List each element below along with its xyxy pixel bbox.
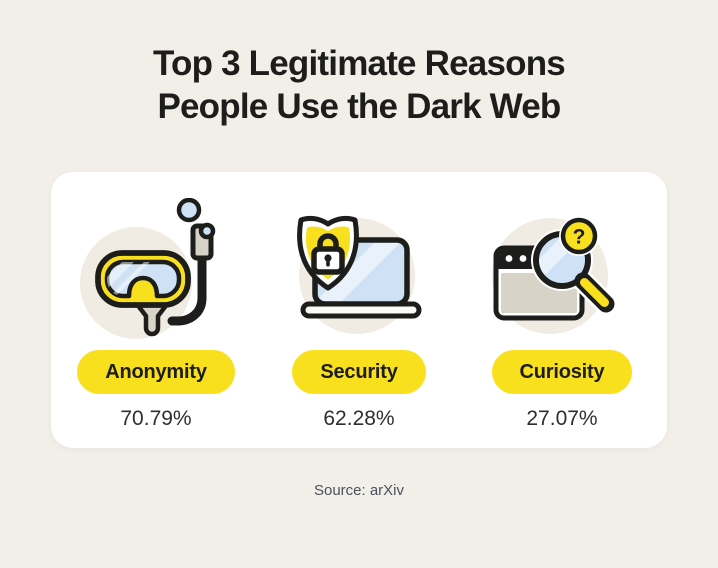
question-mark-icon: ? [559, 216, 599, 256]
svg-text:?: ? [573, 226, 586, 249]
reason-column-curiosity: ? Curiosity 27.07% [464, 198, 660, 431]
reason-label: Anonymity [105, 360, 207, 383]
bubble-icon [176, 198, 202, 223]
shield-lock-icon [297, 215, 359, 291]
reason-percent: 70.79% [120, 407, 192, 430]
bubble-icon [198, 222, 216, 240]
source-note: Source: arXiv [313, 482, 405, 499]
reason-percent: 62.28% [323, 407, 395, 430]
reason-label: Curiosity [519, 360, 605, 383]
page-title: Top 3 Legitimate Reasons People Use the … [0, 42, 718, 128]
reason-label-pill: Anonymity [77, 350, 235, 394]
shield-lock-laptop-icon [297, 215, 422, 334]
reason-column-security: Security 62.28% [261, 198, 457, 431]
page-title-line2: People Use the Dark Web [157, 87, 561, 126]
reason-label-pill: Security [292, 350, 426, 394]
reason-label-pill: Curiosity [491, 350, 633, 394]
reasons-card: Anonymity 70.79% [51, 172, 667, 448]
reason-percent: 27.07% [526, 407, 598, 430]
snorkel-mask-icon [80, 198, 216, 339]
infographic-page: Top 3 Legitimate Reasons People Use the … [0, 42, 718, 568]
reason-column-anonymity: Anonymity 70.79% [58, 198, 254, 431]
browser-magnifier-question-icon: ? [492, 216, 617, 334]
page-title-line1: Top 3 Legitimate Reasons [153, 44, 566, 83]
reason-label: Security [320, 360, 398, 383]
